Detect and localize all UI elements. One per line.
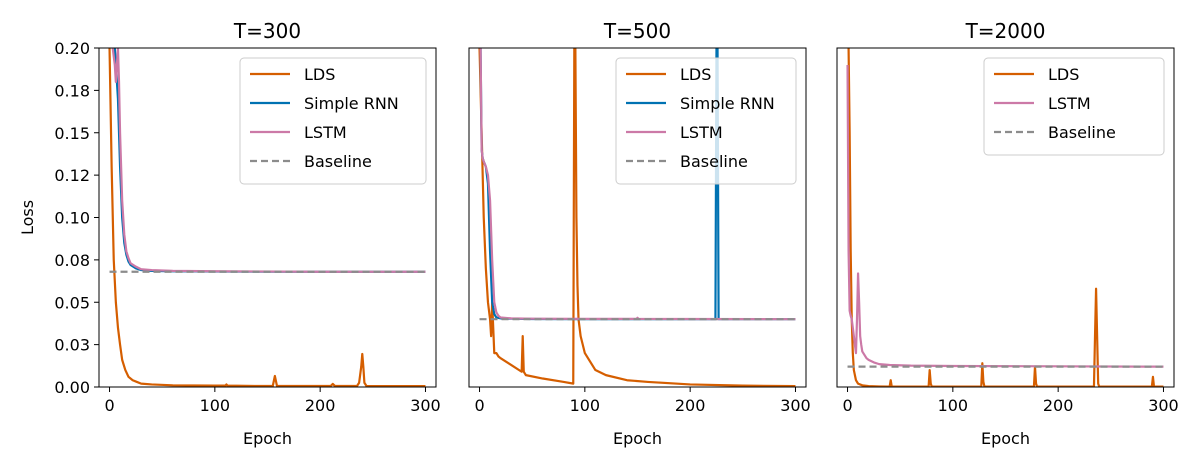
y-tick-label: 0.03 [54,336,90,355]
chart-panel-2: 0 100 200 300 T=500 Epoch LDS Simple RNN LSTM Bas… [468,19,811,448]
legend-label-lstm: LSTM [1048,94,1091,113]
x-axis-label: Epoch [981,429,1030,448]
series-line-lstm [479,48,796,321]
legend-label-lds: LDS [304,65,335,84]
y-tick-label: 0.08 [54,251,90,270]
legend-label-baseline: Baseline [1048,123,1116,142]
y-tick-label: 0.15 [54,124,90,143]
legend-label-baseline: Baseline [304,152,372,171]
x-tick-label: 200 [305,396,336,415]
series-line-lds [478,48,796,387]
y-tick-label: 0.10 [54,209,90,228]
y-tick-label: 0.20 [54,39,90,58]
series-line-lstm [846,64,1164,368]
legend-label-simple-rnn: Simple RNN [304,94,399,113]
legend-label-lstm: LSTM [304,123,347,142]
legend: LDS Simple RNN LSTM Baseline [239,57,427,185]
x-tick-label: 300 [410,396,441,415]
legend-label-lstm: LSTM [680,123,723,142]
legend-box [615,57,797,185]
y-tick-label: 0.05 [54,293,90,312]
y-axis-label: Loss [18,200,37,235]
legend-box [239,57,427,185]
axes-frame [468,47,807,388]
y-tick-label: 0.18 [54,81,90,100]
x-tick-label: 200 [1043,396,1074,415]
legend-label-lds: LDS [680,65,711,84]
x-axis-label: Epoch [613,429,662,448]
y-tick-label: 0.12 [54,166,90,185]
x-tick-label: 100 [570,396,601,415]
legend: LDS LSTM Baseline [983,57,1165,156]
x-tick-label: 0 [842,396,852,415]
legend-label-lds: LDS [1048,65,1079,84]
legend-label-simple-rnn: Simple RNN [680,94,775,113]
legend: LDS Simple RNN LSTM Baseline [615,57,797,185]
series-line-lstm [111,48,426,273]
axes-frame [836,47,1175,388]
x-tick-label: 100 [200,396,231,415]
x-tick-label: 300 [1148,396,1179,415]
chart-panel-3: 0 100 200 300 T=2000 Epoch LDS LSTM Baseline [836,19,1179,448]
x-tick-label: 0 [104,396,114,415]
x-tick-label: 200 [675,396,706,415]
chart-title: T=500 [603,19,671,43]
x-tick-label: 300 [780,396,811,415]
legend-box [983,57,1165,156]
series-line-lds [108,48,426,387]
y-tick-label: 0.00 [54,378,90,397]
legend-label-baseline: Baseline [680,152,748,171]
x-tick-label: 0 [474,396,484,415]
chart-panel-1: 0 100 200 300 0.00 0.03 0.05 0.08 0.10 0.12 0.15 0.… [18,19,441,448]
x-tick-label: 100 [938,396,969,415]
chart-title: T=2000 [965,19,1046,43]
chart-title: T=300 [233,19,301,43]
plot-area [108,48,426,387]
x-axis-label: Epoch [243,429,292,448]
